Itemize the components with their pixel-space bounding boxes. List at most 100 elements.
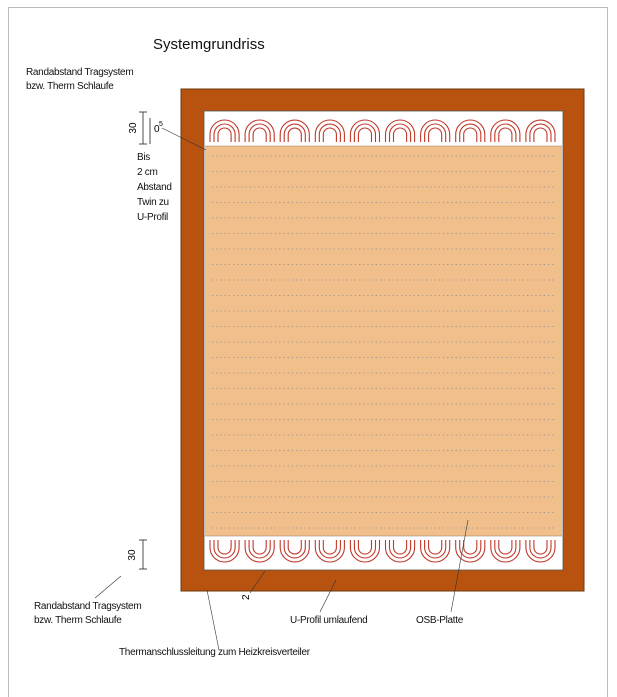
loop-pipe [428,540,443,555]
loop-pipe [244,540,275,563]
dim-top-value: 30 [128,122,139,134]
drawing-title: Systemgrundriss [153,36,265,53]
heating-loop [244,540,275,563]
bis-line-4: Twin zu [137,197,169,208]
u-profil-label: U-Profil umlaufend [290,615,368,626]
loop-pipe [357,540,373,555]
heating-loop [314,119,345,142]
loop-pipe [525,119,556,142]
top-edge-label-line2: bzw. Therm Schlaufe [26,81,114,92]
loop-pipe [283,123,306,142]
top-loops [209,119,556,142]
loop-pipe [217,540,232,555]
bottom-edge-label-line1: Randabstand Tragsystem [34,601,142,612]
loop-pipe [244,119,275,142]
loop-pipe [455,119,486,142]
heating-loop [455,540,486,563]
heating-loop [420,540,451,563]
loop-pipe [213,123,236,142]
osb-panel [205,146,562,536]
loop-pipe [357,127,373,142]
loop-pipe [498,127,513,142]
loop-pipe [533,127,548,142]
bottom-dimension: 30 [127,539,147,570]
leader-osb [450,519,469,613]
loop-pipe [388,123,412,142]
dim-small-value: 2 [241,594,252,600]
heating-loop [279,119,310,142]
loop-pipe [498,540,513,555]
heating-loop [525,119,556,142]
top-edge-label-line1: Randabstand Tragsystem [26,67,134,78]
loop-pipe [424,123,447,142]
loop-pipe [494,123,517,142]
loop-pipe [490,119,521,142]
dim-bottom-value: 30 [127,549,138,561]
loop-pipe [529,123,552,142]
sheet-border [8,7,608,697]
loop-pipe [209,540,240,563]
loop-pipe [314,540,345,563]
anschluss-label: Thermanschlussleitung zum Heizkreisverte… [119,647,310,658]
loop-pipe [314,119,345,142]
heating-loop [455,119,486,142]
loop-pipe [248,540,271,559]
bottom-edge-label-line2: bzw. Therm Schlaufe [34,615,122,626]
loop-pipe [420,119,451,142]
heating-loop [490,119,521,142]
loop-pipe [388,540,412,559]
loop-pipe [533,540,548,555]
loop-pipe [424,540,447,559]
loop-pipe [322,127,337,142]
loop-pipe [525,540,556,563]
heating-loop [525,540,556,563]
loop-pipe [287,127,302,142]
heating-loop [384,119,416,142]
osb-label: OSB-Platte [416,615,464,626]
leader-bottom-left [94,575,122,599]
loop-pipe [353,540,377,559]
heating-loop [279,540,310,563]
loop-pipe [318,123,341,142]
dim-gap-superscript: 5 [159,121,163,128]
loop-pipe [459,540,482,559]
heating-loop [490,540,521,563]
loop-pipe [322,540,337,555]
loop-pipe [392,127,408,142]
leader-dim-small [249,570,266,594]
leader-anschluss [206,589,220,651]
loop-pipe [209,119,240,142]
loop-pipe [349,119,381,142]
loop-pipe [279,540,310,563]
loop-pipe [384,119,416,142]
loop-pipe [283,540,306,559]
loop-pipe [318,540,341,559]
loop-pipe [529,540,552,559]
loop-pipe [455,540,486,563]
loop-pipe [248,123,271,142]
bottom-loops [209,540,556,563]
heating-loop [420,119,451,142]
loop-pipe [459,123,482,142]
loop-pipe [384,540,416,563]
loop-pipe [353,123,377,142]
loop-pipe [252,540,267,555]
heating-loop [349,119,381,142]
loop-pipe [494,540,517,559]
loop-pipe [463,127,478,142]
loop-pipe [490,540,521,563]
heating-loop [384,540,416,563]
heating-loop [244,119,275,142]
heating-loop [209,119,240,142]
loop-pipe [217,127,232,142]
loop-pipe [213,540,236,559]
leader-u-profil [319,579,337,613]
heating-loop [314,540,345,563]
loop-pipe [252,127,267,142]
bis-line-3: Abstand [137,182,172,193]
loop-pipe [428,127,443,142]
heating-loop [209,540,240,563]
dim-gap-value: 0 [154,124,160,135]
